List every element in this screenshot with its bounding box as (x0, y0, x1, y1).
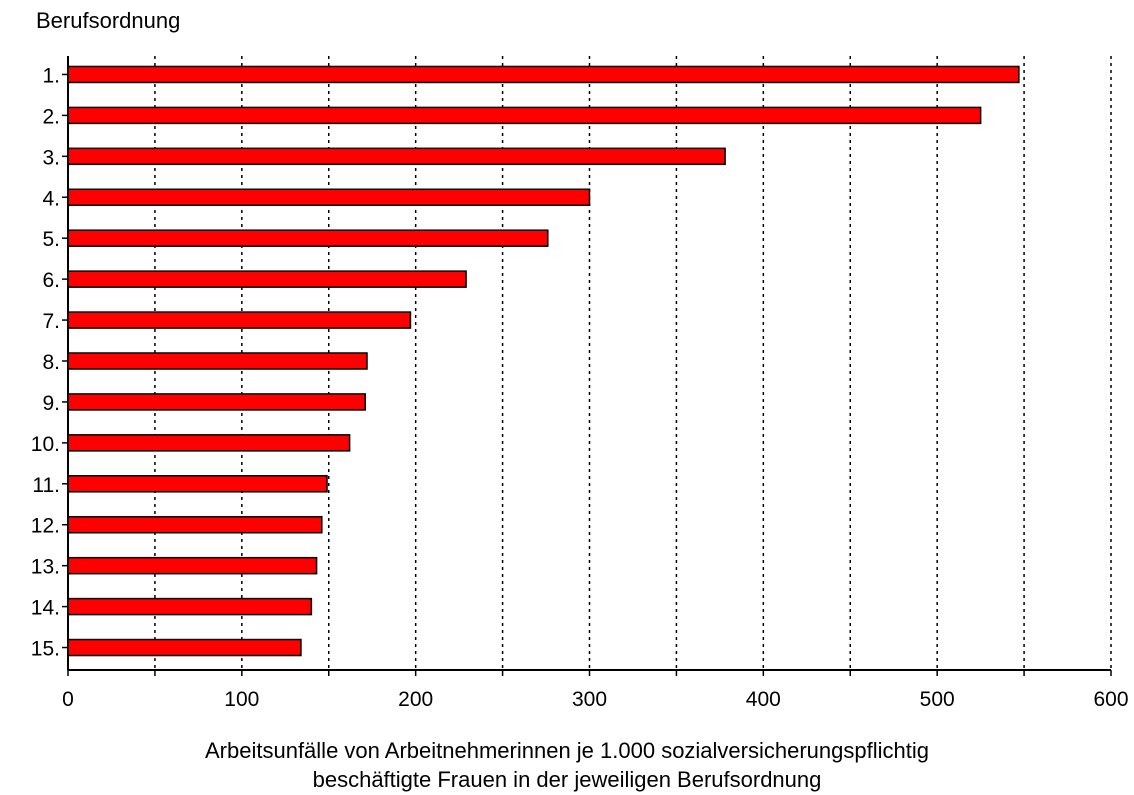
category-label-6: 6. (42, 269, 60, 292)
x-tick-labels: 0 100 200 300 400 500 600 (62, 688, 1128, 711)
bar-14 (67, 597, 313, 616)
category-label-3: 3. (42, 146, 60, 169)
x-tick-label-100: 100 (224, 688, 259, 711)
bar-6 (67, 270, 467, 288)
category-label-5: 5. (42, 228, 60, 251)
bar-1 (67, 65, 1020, 84)
category-label-12: 12. (31, 515, 60, 538)
x-tick-label-600: 600 (1093, 688, 1128, 711)
category-label-14: 14. (31, 597, 60, 620)
x-tick-label-300: 300 (572, 688, 607, 711)
category-label-7: 7. (42, 310, 60, 333)
bar-4 (67, 188, 591, 207)
category-label-9: 9. (42, 392, 60, 415)
category-label-11: 11. (32, 474, 60, 497)
x-axis-title-line-1: Arbeitsunfälle von Arbeitnehmerinnen je … (205, 738, 929, 763)
category-label-10: 10. (31, 433, 60, 456)
category-label-1: 1. (42, 64, 60, 87)
y-axis-title: Berufsordnung (36, 8, 181, 33)
bar-2 (67, 106, 982, 125)
category-label-2: 2. (42, 105, 60, 128)
bar-13 (67, 556, 318, 575)
x-axis-title-line-2: beschäftigte Frauen in der jeweiligen Be… (312, 767, 822, 792)
x-axis-title: Arbeitsunfälle von Arbeitnehmerinnen je … (0, 736, 1134, 794)
x-tick-label-400: 400 (746, 688, 781, 711)
bar-9 (67, 393, 367, 411)
bar-chart: 1. 2. 3. 4. 5. 6. 7. 8. 9. 10. 11. 12. 13. 14. 15. 0 10… (31, 56, 1129, 711)
bar-7 (67, 311, 412, 329)
category-label-4: 4. (42, 187, 60, 210)
axes (62, 56, 1112, 676)
x-tick-label-500: 500 (920, 688, 955, 711)
category-label-13: 13. (31, 556, 60, 579)
bar-10 (67, 434, 351, 452)
bar-11 (67, 475, 328, 493)
bar-5 (67, 229, 549, 247)
bar-8 (67, 352, 368, 370)
category-label-8: 8. (42, 351, 60, 374)
bars (67, 65, 1020, 657)
bar-3 (67, 147, 726, 166)
x-tick-label-200: 200 (398, 688, 433, 711)
x-tick-label-0: 0 (62, 688, 74, 711)
bar-15 (67, 638, 302, 657)
bar-12 (67, 515, 323, 534)
category-label-15: 15. (31, 638, 60, 661)
category-labels: 1. 2. 3. 4. 5. 6. 7. 8. 9. 10. 11. 12. 13. 14. 15. (31, 64, 60, 660)
